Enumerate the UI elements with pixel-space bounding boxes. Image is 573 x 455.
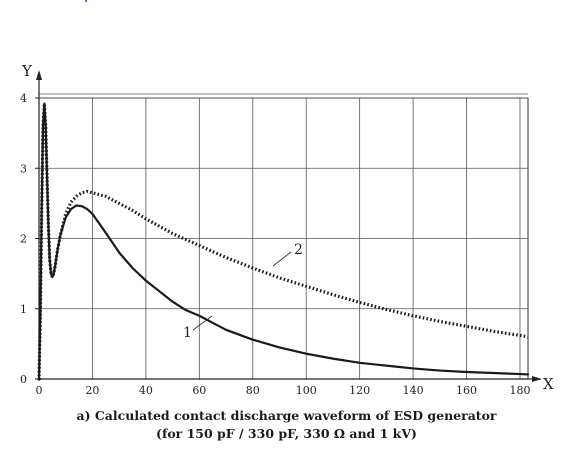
y-tick-label-0: 0: [20, 373, 27, 386]
caption-subtitle: (for 150 pF / 330 pF, 330 Ω and 1 kV): [156, 426, 417, 441]
x-tick-labels: 0 20 40 60 80 100 120 140 160 180: [36, 384, 531, 397]
series-lines: [37, 102, 530, 381]
annotation-leader-1: [192, 315, 213, 331]
axes: [35, 70, 542, 382]
y-tick-label-3: 3: [20, 162, 27, 175]
y-axis-label: Y: [21, 62, 33, 80]
x-tick-label-120: 120: [349, 384, 370, 397]
grid: [38, 93, 529, 380]
y-axis-arrow: [36, 70, 42, 80]
series-line-2: [37, 102, 529, 381]
annotation-label-1: 1: [183, 325, 192, 341]
x-axis-arrow: [532, 376, 542, 382]
annotation-label-2: 2: [294, 242, 303, 258]
x-tick-label-180: 180: [509, 384, 530, 397]
x-tick-label-40: 40: [139, 384, 153, 397]
x-axis-label: X: [543, 375, 554, 393]
curve-annotations: 12: [183, 242, 303, 341]
x-tick-label-20: 20: [85, 384, 99, 397]
x-tick-label-0: 0: [36, 384, 43, 397]
x-tick-label-100: 100: [296, 384, 317, 397]
x-tick-label-160: 160: [456, 384, 477, 397]
series-line-1: [37, 102, 530, 381]
y-tick-label-2: 2: [20, 233, 27, 246]
y-tick-label-1: 1: [20, 303, 27, 316]
x-tick-label-80: 80: [246, 384, 260, 397]
blue-speck-mark: [85, 0, 87, 2]
annotation-leader-2: [272, 251, 292, 267]
x-tick-label-60: 60: [192, 384, 206, 397]
caption-title: a) Calculated contact discharge waveform…: [76, 408, 497, 423]
y-tick-label-4: 4: [20, 92, 27, 105]
y-tick-labels: 0 1 2 3 4: [20, 92, 27, 386]
x-tick-label-140: 140: [403, 384, 424, 397]
